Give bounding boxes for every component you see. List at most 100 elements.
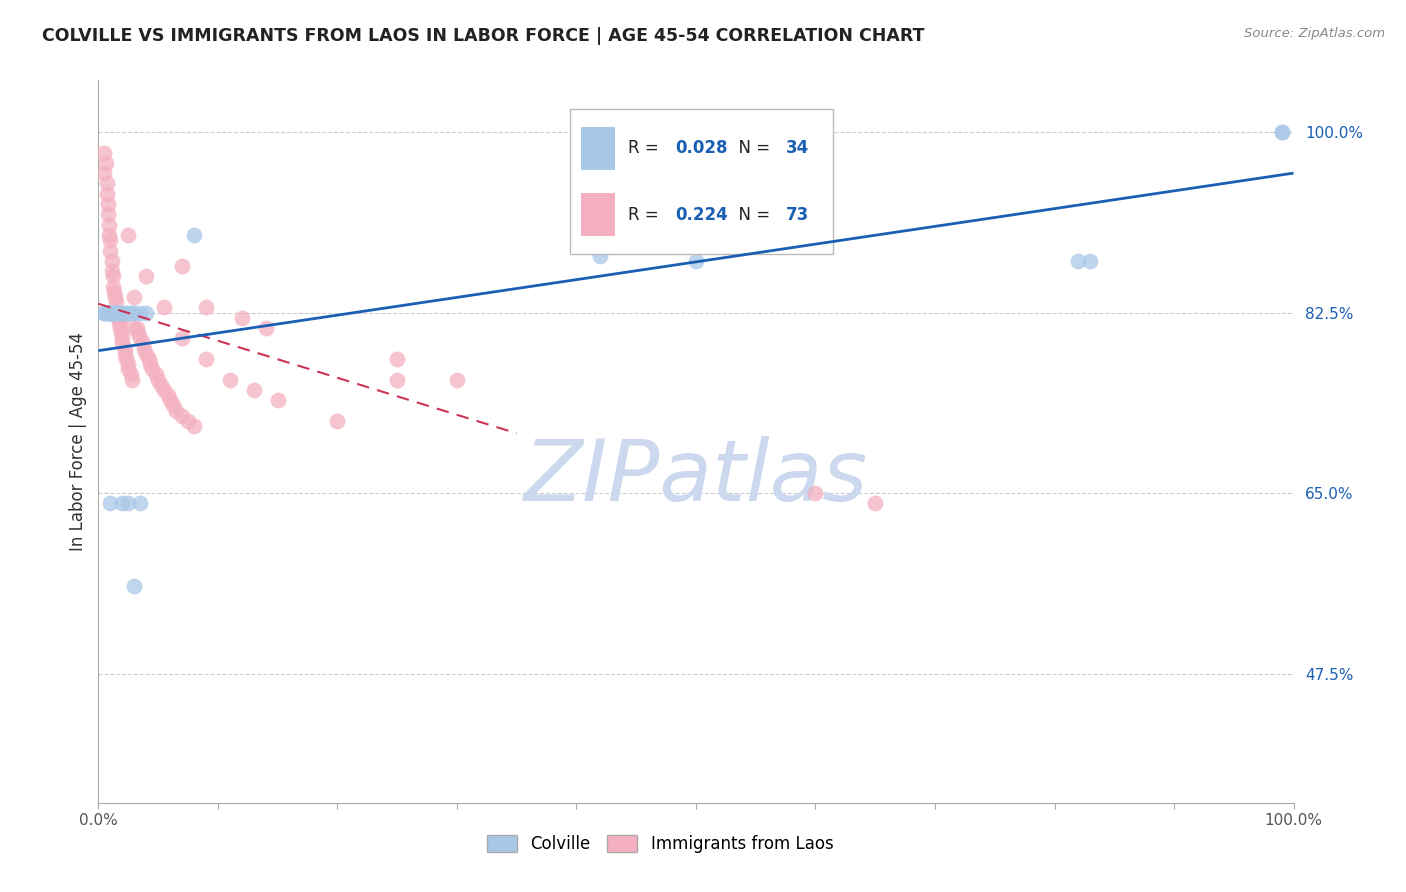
Point [135,305,157,319]
Point [172,331,194,345]
Point [183,228,205,243]
Point [98,305,122,319]
Point [129,331,152,345]
Point [446,373,468,387]
Y-axis label: In Labor Force | Age 45-54: In Labor Force | Age 45-54 [69,332,87,551]
Point [107,310,129,325]
Point [101,305,124,319]
Point [177,414,200,428]
Point [93,305,115,319]
Point [98,228,121,243]
Point [111,331,134,345]
Point [1271,125,1294,139]
Point [93,145,115,160]
Point [267,393,290,408]
Point [114,305,136,319]
Point [107,305,129,319]
Point [111,310,134,325]
Point [195,301,218,315]
Point [145,368,167,382]
Point [153,301,176,315]
Point [129,496,152,510]
Legend: Colville, Immigrants from Laos: Colville, Immigrants from Laos [481,828,839,860]
Text: ZIPatlas: ZIPatlas [524,436,868,519]
Point [96,305,118,319]
Point [105,295,128,310]
Point [103,285,125,299]
Point [96,186,118,201]
Point [105,305,128,319]
Point [97,207,120,221]
Point [93,305,115,319]
Point [115,351,138,366]
Point [162,398,184,412]
Point [97,305,120,319]
Point [865,496,887,510]
Point [101,269,124,284]
Point [105,305,128,319]
Point [117,228,139,243]
Point [183,419,205,434]
Point [138,351,160,366]
Text: Source: ZipAtlas.com: Source: ZipAtlas.com [1244,27,1385,40]
Point [103,305,125,319]
Point [98,233,122,247]
Point [589,249,612,263]
Point [165,403,187,417]
Point [108,305,131,319]
Point [172,409,194,423]
Point [117,496,139,510]
Point [100,264,122,278]
Point [135,269,157,284]
Point [108,321,131,335]
Point [117,305,139,319]
Point [326,414,349,428]
Point [98,244,122,258]
Point [111,496,134,510]
Point [243,383,266,397]
Point [1271,125,1294,139]
Point [93,166,115,180]
Point [1067,254,1090,268]
Point [100,254,122,268]
Point [117,362,139,376]
Point [129,305,152,319]
Point [97,197,120,211]
Point [114,342,136,356]
Point [104,290,127,304]
Point [120,368,142,382]
Point [101,279,124,293]
Point [385,351,409,366]
Point [124,305,146,319]
Point [172,259,194,273]
Point [141,362,163,376]
Point [124,290,146,304]
Point [98,305,122,319]
Point [96,177,118,191]
Point [127,326,149,341]
Point [254,321,277,335]
Point [159,393,181,408]
Point [103,305,125,319]
Point [117,357,139,371]
Point [98,218,121,232]
Point [804,486,827,500]
Point [124,321,146,335]
Point [139,357,162,371]
Point [195,351,218,366]
Point [219,373,242,387]
Point [131,336,153,351]
Point [121,373,143,387]
Point [149,377,172,392]
Point [98,496,122,510]
Point [125,321,148,335]
Point [385,373,409,387]
Point [94,156,117,170]
Point [111,305,134,319]
Point [104,305,127,319]
Point [114,347,136,361]
Point [1080,254,1102,268]
Point [124,579,146,593]
Point [231,310,253,325]
Point [132,342,155,356]
